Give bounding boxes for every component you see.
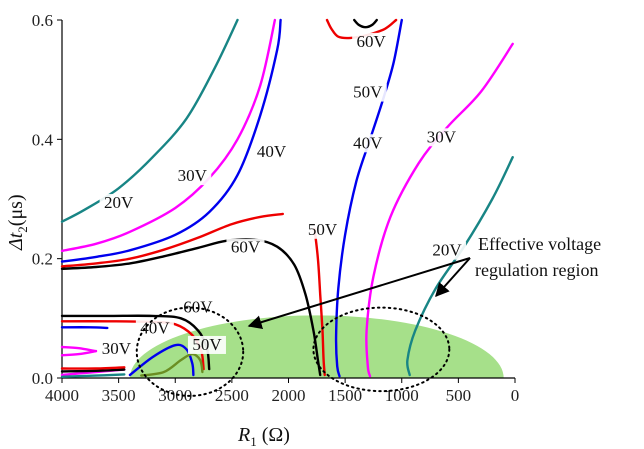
curve-label: 50V <box>192 335 222 354</box>
y-axis-label-unit: (μs) <box>5 194 27 226</box>
curve-label-bg <box>226 238 265 257</box>
curve-label: 60V <box>357 32 387 51</box>
curve-label-bg <box>97 340 136 359</box>
curve-label-bg <box>348 134 387 153</box>
region-ellipse <box>312 306 451 393</box>
series-line <box>60 345 98 353</box>
curve-label: 60V <box>183 297 213 316</box>
curve-label: 50V <box>308 220 338 239</box>
series-line <box>60 366 126 370</box>
y-tick-label: 0.0 <box>32 369 53 388</box>
y-tick-label: 0.4 <box>32 130 54 149</box>
x-tick-label: 0 <box>511 386 520 405</box>
series-line <box>353 18 378 29</box>
curve-label: 30V <box>102 339 132 358</box>
x-axis-label-main: R <box>237 424 250 446</box>
x-tick-label: 3500 <box>102 386 136 405</box>
series-line <box>60 326 109 330</box>
curve-label: 50V <box>353 83 383 102</box>
x-tick-label: 500 <box>446 386 472 405</box>
curve-label-bg <box>428 241 467 260</box>
region-ellipse <box>135 306 245 397</box>
curve-label-bg <box>135 319 174 338</box>
series-line <box>60 368 126 373</box>
arrow-to-left-ellipse <box>247 257 471 329</box>
y-tick-label: 0.2 <box>32 250 53 269</box>
series-line <box>325 18 398 40</box>
x-tick-label: 4000 <box>45 386 79 405</box>
curves <box>60 18 514 378</box>
series-line <box>334 18 403 378</box>
series-line <box>60 349 98 357</box>
ticks: 4000 3500 3000 2500 2000 1500 1000 500 00.00.20.… <box>32 11 520 405</box>
annotation: Effective voltage regulation region <box>247 234 601 329</box>
series-line <box>60 18 239 223</box>
curve-label: 20V <box>104 193 134 212</box>
series-line <box>365 42 514 378</box>
x-axis-label-unit: (Ω) <box>257 424 290 446</box>
annotation-line1: Effective voltage <box>478 234 601 254</box>
x-tick-label: 1500 <box>328 386 362 405</box>
y-axis-label-sub: 2 <box>15 226 30 233</box>
curve-label-bg <box>352 32 391 51</box>
y-axis-label-main: Δt <box>5 232 27 251</box>
curve-labels: 20V 30V 40V 50V 60V 60V 50V 40V 30V 20V 60V 40V 50V 3… <box>97 32 467 359</box>
series-line <box>140 352 204 377</box>
curve-label: 20V <box>432 241 462 260</box>
x-axis-label: R1 (Ω) <box>237 424 290 449</box>
curve-label-bg <box>99 193 138 212</box>
curve-label-bg <box>303 220 342 239</box>
series-line <box>313 227 326 377</box>
x-tick-label: 2000 <box>272 386 306 405</box>
ellipses <box>135 306 451 397</box>
curve-label-bg <box>187 335 226 354</box>
series-line <box>60 18 282 263</box>
curve-label: 40V <box>353 133 383 152</box>
curve-label-bg <box>252 143 291 162</box>
x-axis-label-sub: 1 <box>250 434 257 449</box>
x-tick-label: 2500 <box>215 386 249 405</box>
arrow-to-right-ellipse <box>435 257 471 298</box>
curve-label: 30V <box>427 127 457 146</box>
x-tick-label: 1000 <box>385 386 419 405</box>
curve-label-bg <box>422 128 461 147</box>
curve-label: 30V <box>178 166 208 185</box>
curve-label-bg <box>173 167 212 186</box>
annotation-line2: regulation region <box>475 260 598 280</box>
curve-label: 40V <box>140 318 170 337</box>
series-line <box>60 373 126 378</box>
y-axis-label: Δt2(μs) <box>5 194 30 251</box>
curve-label: 40V <box>257 142 287 161</box>
series-line <box>60 18 277 253</box>
annotation-arrows <box>247 257 471 329</box>
series-line <box>60 212 284 268</box>
curve-label-bg <box>348 83 387 102</box>
series-line <box>128 343 195 377</box>
curve-label: 60V <box>231 238 261 257</box>
y-tick-label: 0.6 <box>32 11 53 30</box>
